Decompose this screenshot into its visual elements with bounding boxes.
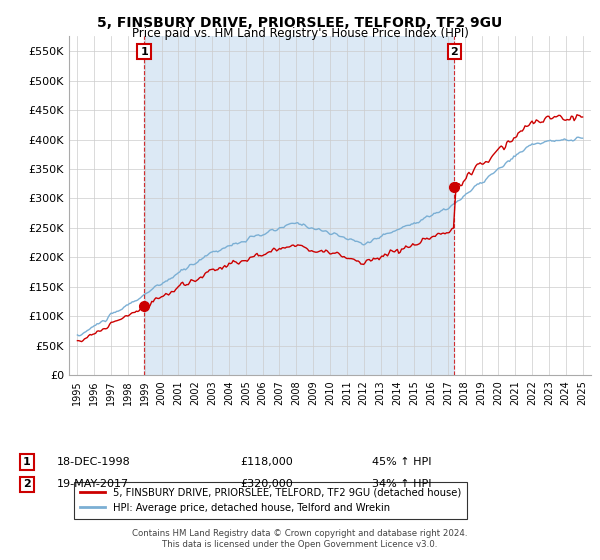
Text: 19-MAY-2017: 19-MAY-2017 (57, 479, 129, 489)
Text: 2: 2 (23, 479, 31, 489)
Text: Price paid vs. HM Land Registry's House Price Index (HPI): Price paid vs. HM Land Registry's House … (131, 27, 469, 40)
Text: 34% ↑ HPI: 34% ↑ HPI (372, 479, 431, 489)
Text: £320,000: £320,000 (240, 479, 293, 489)
Text: £118,000: £118,000 (240, 457, 293, 467)
Legend: 5, FINSBURY DRIVE, PRIORSLEE, TELFORD, TF2 9GU (detached house), HPI: Average pr: 5, FINSBURY DRIVE, PRIORSLEE, TELFORD, T… (74, 482, 467, 519)
Text: 5, FINSBURY DRIVE, PRIORSLEE, TELFORD, TF2 9GU: 5, FINSBURY DRIVE, PRIORSLEE, TELFORD, T… (97, 16, 503, 30)
Text: 45% ↑ HPI: 45% ↑ HPI (372, 457, 431, 467)
Text: Contains HM Land Registry data © Crown copyright and database right 2024.
This d: Contains HM Land Registry data © Crown c… (132, 529, 468, 549)
Text: 2: 2 (451, 46, 458, 57)
Text: 1: 1 (140, 46, 148, 57)
Bar (144, 36, 454, 375)
Text: 1: 1 (23, 457, 31, 467)
Text: 18-DEC-1998: 18-DEC-1998 (57, 457, 131, 467)
